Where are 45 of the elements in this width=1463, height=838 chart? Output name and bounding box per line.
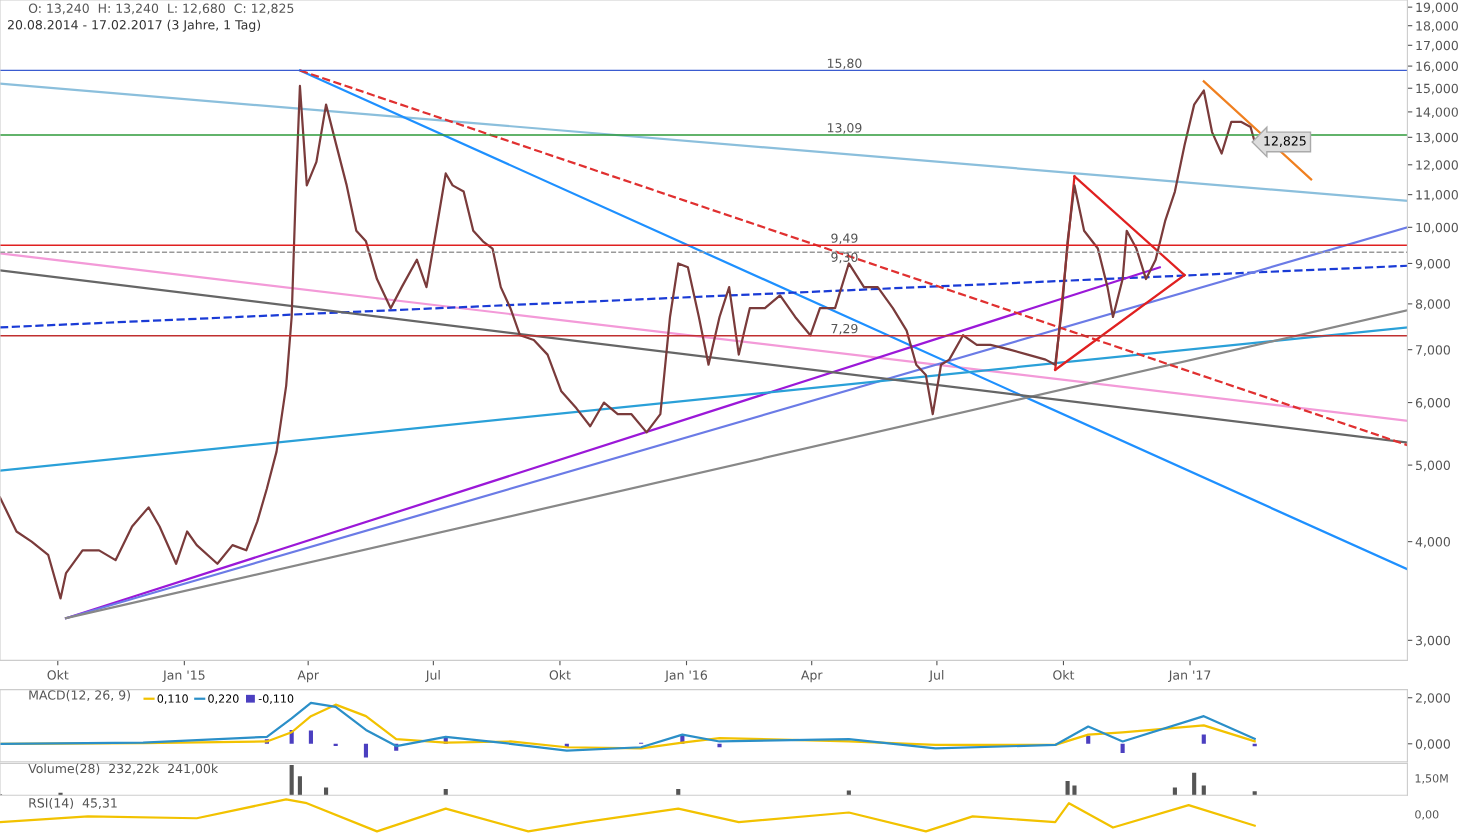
text: 1,50M: [1415, 774, 1448, 784]
y-tick-label: 19,000: [1416, 2, 1458, 14]
x-tick-label: Jan '17: [1168, 670, 1211, 683]
y-tick-label: 3,000: [1416, 635, 1450, 647]
text: 20.08.2014 - 17.02.2017 (3 Jahre, 1 Tag): [7, 19, 261, 32]
ref-line-label: 7,29: [831, 323, 858, 335]
x-tick-label: Okt: [47, 670, 69, 680]
chart-title: MACD(12, 26, 9): [29, 690, 130, 702]
y-tick-label: 9,000: [1415, 258, 1450, 270]
annotation: 12,825: [1264, 136, 1306, 147]
y-tick-label: 11,000: [1416, 190, 1458, 201]
y-tick-label: 15,000: [1416, 83, 1458, 95]
chart-title: RSI(14) 45,31: [29, 797, 117, 810]
x-tick-label: Jul: [928, 670, 944, 683]
x-tick-label: Jan '16: [664, 670, 708, 683]
y-tick-label: 14,000: [1416, 107, 1458, 119]
chart-title: O: 13,240 H: 13,240 L: 12,680 C: 12,825: [28, 3, 294, 15]
y-tick-label: 13,000: [1416, 132, 1458, 144]
ref-line-label: 15,80: [827, 58, 862, 70]
chart-title: Volume(28) 232,22k 241,00k: [28, 763, 219, 775]
legend-label: 0,220: [208, 694, 239, 704]
ref-line-label: 9,30: [831, 252, 858, 264]
y-tick-label: 5,000: [1416, 460, 1450, 472]
y-tick-label: 8,000: [1415, 299, 1450, 311]
y-tick-label: 12,000: [1416, 160, 1458, 171]
y-tick-label: 4,000: [1415, 537, 1450, 548]
y-tick-label: 7,000: [1416, 345, 1450, 356]
x-tick-label: Okt: [549, 670, 571, 680]
x-tick-label: Jul: [425, 670, 440, 683]
legend-label: -0,110: [258, 694, 294, 704]
ref-line-label: 9,49: [831, 233, 858, 245]
x-tick-label: Jan '15: [162, 670, 205, 683]
y-tick-label: 0,000: [1415, 739, 1450, 750]
y-tick-label: 17,000: [1416, 40, 1458, 52]
x-tick-label: Apr: [297, 670, 319, 683]
y-tick-label: 16,000: [1416, 61, 1458, 73]
y-tick-label: 10,000: [1416, 222, 1458, 234]
y-tick-label: 2,000: [1415, 693, 1450, 704]
legend-label: 0,110: [157, 694, 188, 704]
ref-line-label: 13,09: [827, 123, 862, 134]
x-tick-label: Okt: [1053, 670, 1075, 680]
x-tick-label: Apr: [800, 670, 823, 683]
text: 0,00: [1415, 810, 1439, 820]
y-tick-label: 6,000: [1415, 398, 1450, 409]
y-tick-label: 18,000: [1416, 21, 1458, 32]
